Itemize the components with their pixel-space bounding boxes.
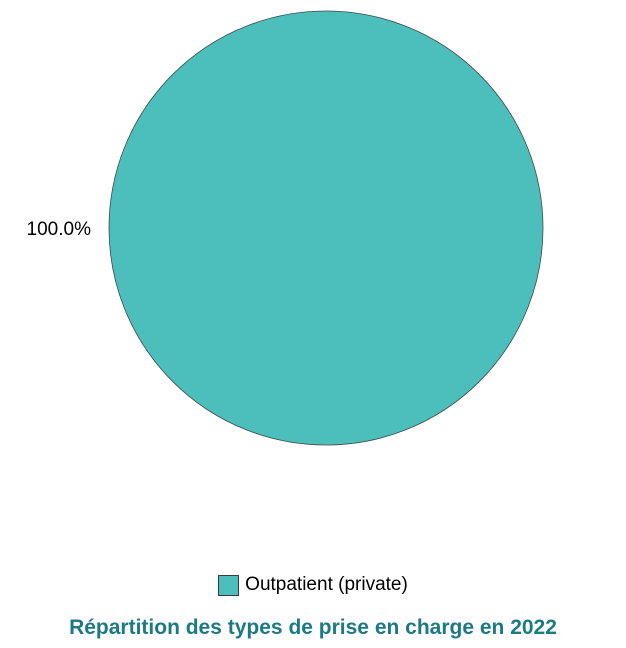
- legend-swatch: [218, 574, 240, 596]
- legend: Outpatient (private): [0, 572, 626, 598]
- pie-slices: [108, 10, 544, 446]
- pie-slice-label: 100.0%: [27, 219, 92, 240]
- chart-title: Répartition des types de prise en charge…: [69, 616, 557, 639]
- legend-label: Outpatient (private): [245, 574, 408, 595]
- pie-slice: [108, 10, 544, 446]
- pie-slice-labels: 100.0%: [27, 219, 92, 240]
